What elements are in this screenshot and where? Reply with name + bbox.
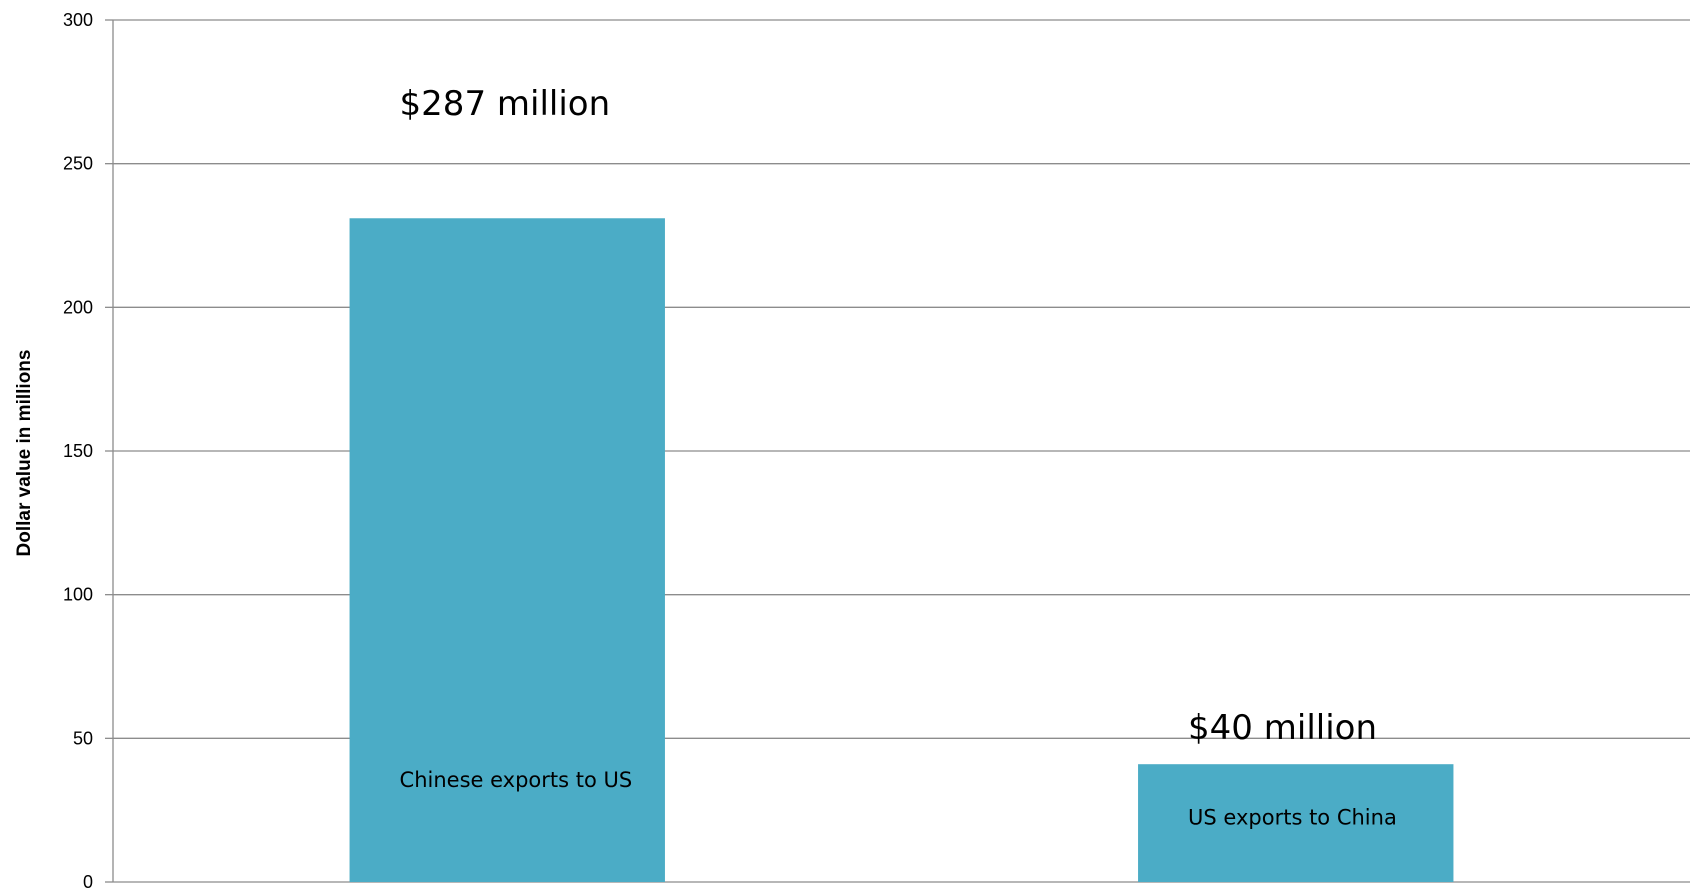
y-tick-label-0: 0 <box>83 872 93 891</box>
bar-labels: $287 million Chinese exports to US $40 mil… <box>400 84 1397 830</box>
y-tick-label-300: 300 <box>63 10 93 30</box>
category-label-0: Chinese exports to US <box>400 768 633 792</box>
y-axis-title: Dollar value in millions <box>14 350 35 557</box>
y-tick-label-200: 200 <box>63 297 93 317</box>
y-tick-labels: 0 50 100 150 200 250 300 <box>63 10 93 891</box>
data-label-1: $40 million <box>1188 708 1377 748</box>
bars <box>349 218 1454 882</box>
category-label-1: US exports to China <box>1188 806 1397 830</box>
y-tick-label-100: 100 <box>63 585 93 605</box>
y-tick-label-50: 50 <box>73 728 93 748</box>
gridlines <box>105 19 1690 883</box>
data-label-0: $287 million <box>400 84 611 124</box>
y-tick-label-250: 250 <box>63 154 93 174</box>
bar-1 <box>1138 764 1454 882</box>
bar-0 <box>349 218 665 882</box>
y-tick-label-150: 150 <box>63 441 93 461</box>
